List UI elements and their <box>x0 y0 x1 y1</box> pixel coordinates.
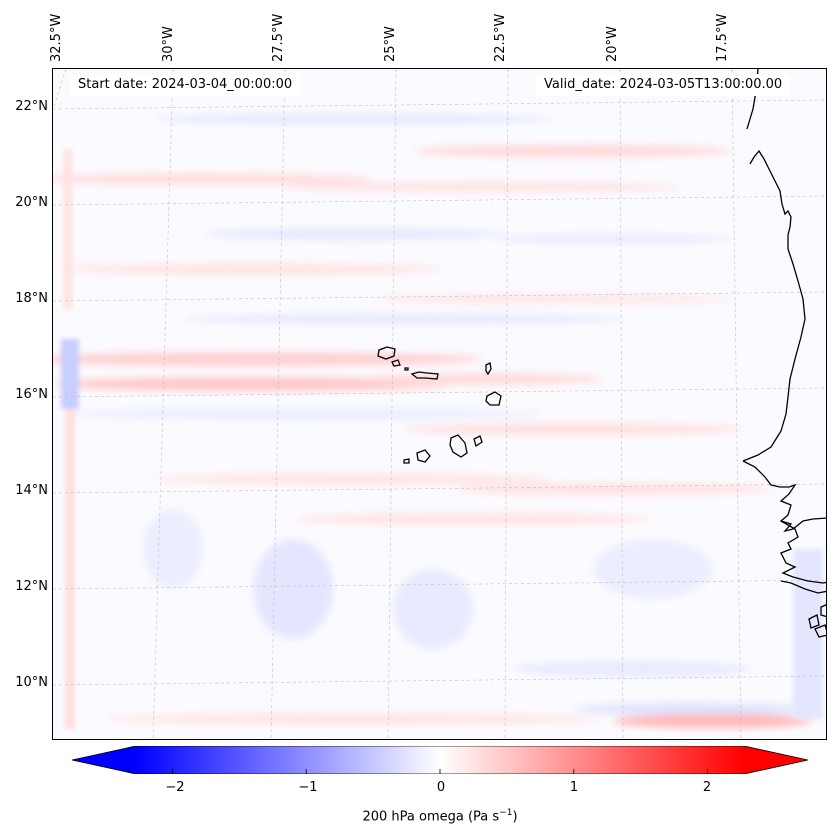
island-sal <box>485 362 492 376</box>
island-bijagos-3 <box>814 624 826 638</box>
colorbar-ticks <box>171 769 709 774</box>
lat-label-12n: 12°N <box>15 579 48 594</box>
island-santa-luzia <box>404 367 409 371</box>
valid-date-label: Valid_date: 2024-03-05T13:00:00.00 <box>536 74 791 96</box>
lat-label-22n: 22°N <box>15 99 48 114</box>
colorbar-tick-label-minus-2: −2 <box>165 780 185 795</box>
african-coastline <box>742 69 826 638</box>
island-santiago <box>449 434 468 458</box>
lon-label-22-5w: 22.5°W <box>493 13 508 62</box>
lon-label-17-5w: 17.5°W <box>715 13 730 62</box>
colorbar-tick-label-minus-1: −1 <box>298 780 318 795</box>
coast-guinea-bissau <box>780 580 826 594</box>
lon-label-25w: 25°W <box>383 26 398 62</box>
lon-label-32-5w: 32.5°W <box>49 13 64 62</box>
coast-senegal <box>742 460 826 533</box>
map-panel <box>52 68 827 740</box>
island-bijagos-2 <box>808 614 820 629</box>
colorbar-tick-label-0: 0 <box>436 780 446 795</box>
island-boa-vista <box>485 391 502 406</box>
start-date-label: Start date: 2024-03-04_00:00:00 <box>70 74 301 96</box>
island-brava <box>403 458 410 464</box>
omega-shading <box>53 113 813 728</box>
island-maio <box>473 435 483 448</box>
island-fogo <box>416 449 431 463</box>
coast-gambia <box>780 520 826 584</box>
lat-label-10n: 10°N <box>15 675 48 690</box>
island-sao-vicente <box>391 359 401 367</box>
island-bijagos-1 <box>820 604 826 618</box>
lat-label-16n: 16°N <box>15 387 48 402</box>
lon-label-30w: 30°W <box>161 26 176 62</box>
island-sao-nicolau <box>410 371 439 380</box>
colorbar-tick-label-1: 1 <box>569 780 579 795</box>
lon-label-20w: 20°W <box>605 26 620 62</box>
coast-mauritania-north <box>742 149 806 462</box>
lon-label-27-5w: 27.5°W <box>271 13 286 62</box>
gridlines <box>53 69 826 739</box>
lat-label-18n: 18°N <box>15 291 48 306</box>
cape-verde-islands <box>377 346 502 464</box>
omega-field-map <box>53 69 826 739</box>
island-santo-antao <box>377 346 396 360</box>
colorbar <box>72 746 808 774</box>
colorbar-label: 200 hPa omega (Pa s−1) <box>362 808 518 825</box>
colorbar-tick-label-2: 2 <box>702 780 712 795</box>
lat-label-14n: 14°N <box>15 483 48 498</box>
colorbar-extend-high <box>744 746 808 774</box>
lat-label-20n: 20°N <box>15 195 48 210</box>
colorbar-extend-low <box>72 746 136 774</box>
